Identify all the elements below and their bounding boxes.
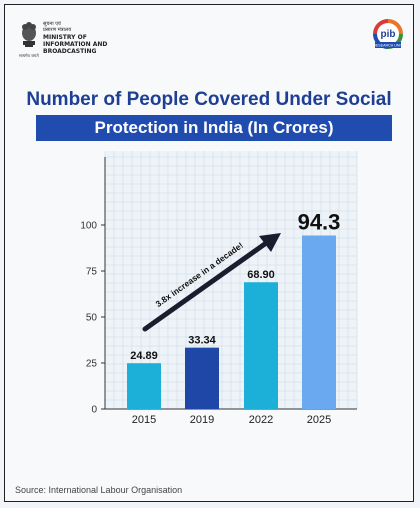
x-tick-label-2015: 2015: [132, 414, 156, 426]
chart-subtitle: Protection in India (In Crores): [36, 115, 392, 141]
source-note: Source: International Labour Organisatio…: [15, 485, 183, 495]
ministry-hindi-2: प्रसारण मंत्रालय: [43, 27, 72, 33]
ministry-hindi-1: सूचना एवं: [43, 21, 61, 27]
bar-2015: [127, 363, 161, 409]
ministry-en-3: BROADCASTING: [43, 48, 97, 55]
value-label-2025: 94.3: [298, 209, 341, 234]
infographic-frame: सूचना एवं प्रसारण मंत्रालय MINISTRY OF I…: [4, 4, 414, 502]
y-tick-label: 75: [86, 267, 98, 278]
x-tick-label-2019: 2019: [190, 414, 214, 426]
chart-title: Number of People Covered Under Social: [26, 89, 392, 110]
value-label-2022: 68.90: [247, 269, 275, 281]
bar-2025: [302, 235, 336, 409]
pib-tag: RESEARCH UNIT: [373, 44, 403, 48]
bar-2022: [244, 282, 278, 409]
bar-chart: 0 25 50 75 100 24.89 2015 33.34 2019 68.90 2022 94.…: [80, 151, 358, 426]
x-tick-label-2025: 2025: [307, 414, 331, 426]
growth-arrow-shaft: [142, 238, 272, 332]
y-tick-label: 50: [86, 313, 98, 324]
emblem-caption: सत्यमेव जयते: [19, 53, 39, 58]
ministry-en-2: INFORMATION AND: [43, 41, 108, 48]
growth-arrow-head: [259, 233, 281, 252]
y-tick-label: 0: [91, 405, 97, 416]
value-label-2019: 33.34: [188, 335, 216, 347]
ministry-logo: सूचना एवं प्रसारण मंत्रालय MINISTRY OF I…: [19, 19, 139, 59]
y-tick-label: 25: [86, 359, 98, 370]
value-label-2015: 24.89: [130, 350, 158, 362]
pib-logo-text: pib: [381, 29, 396, 40]
x-tick-label-2022: 2022: [249, 414, 273, 426]
pib-logo: pib RESEARCH UNIT: [373, 19, 403, 49]
ministry-en-1: MINISTRY OF: [43, 34, 87, 41]
bar-2019: [185, 347, 219, 409]
y-tick-label: 100: [80, 221, 97, 232]
national-emblem-icon: [22, 22, 36, 47]
